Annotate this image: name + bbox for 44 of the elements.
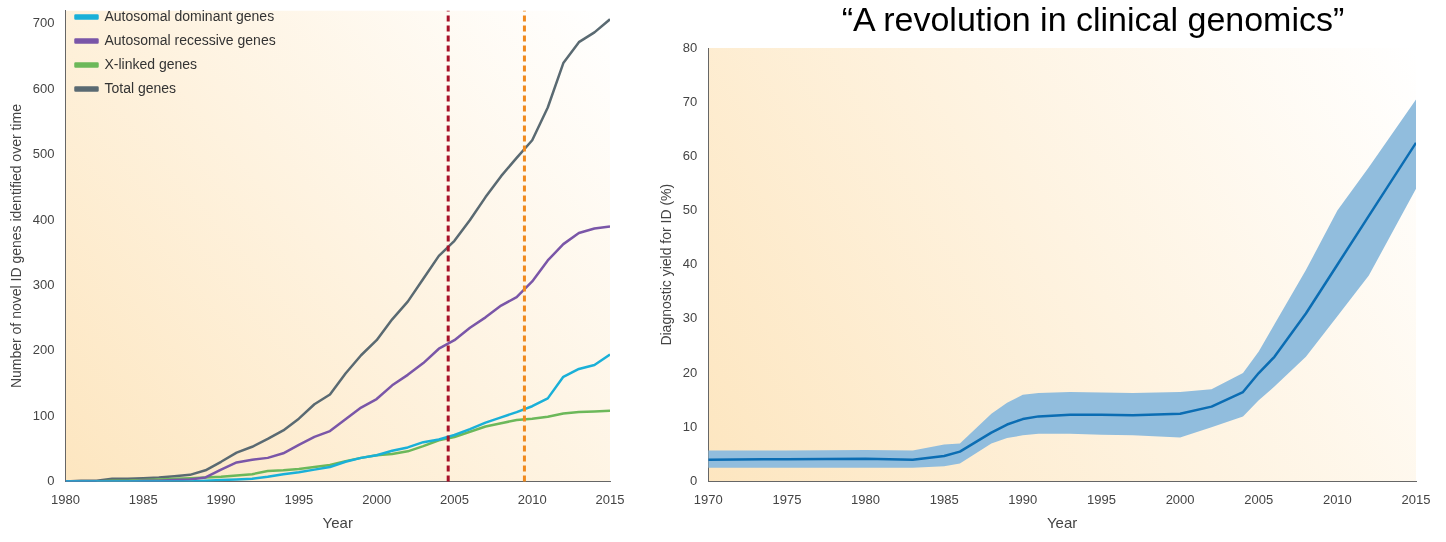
- x-tick-label: 2010: [1322, 491, 1352, 507]
- x-tick-label: 1975: [772, 491, 802, 507]
- y-tick-label: 80: [682, 39, 698, 55]
- x-tick-label: 1995: [284, 491, 314, 507]
- y-tick-label: 50: [682, 202, 698, 218]
- x-tick-label: 1970: [693, 491, 723, 507]
- x-tick-label: 2005: [439, 491, 469, 507]
- y-tick-label: 20: [682, 364, 698, 380]
- y-tick-label: 10: [682, 418, 698, 434]
- y-tick-label: 70: [682, 93, 698, 109]
- y-tick-label: 0: [47, 472, 55, 488]
- x-tick-label: 1985: [128, 491, 158, 507]
- x-tick-label: 2015: [595, 491, 625, 507]
- legend-label: X-linked genes: [104, 55, 198, 72]
- y-tick-label: 300: [32, 276, 55, 292]
- x-tick-label: 2005: [1244, 491, 1274, 507]
- x-tick-label: 1990: [206, 491, 236, 507]
- x-tick-label: 1995: [1086, 491, 1116, 507]
- x-tick-label: 2010: [517, 491, 547, 507]
- x-tick-label: 1990: [1008, 491, 1038, 507]
- legend-label: Autosomal dominant genes: [104, 7, 275, 24]
- y-tick-label: 40: [682, 256, 698, 272]
- y-axis-title: Diagnostic yield for ID (%): [658, 183, 675, 346]
- y-tick-label: 200: [32, 342, 55, 358]
- y-tick-label: 100: [32, 407, 55, 423]
- x-tick-label: 2000: [362, 491, 392, 507]
- x-tick-label: 2015: [1401, 491, 1431, 507]
- y-tick-label: 0: [690, 472, 698, 488]
- x-tick-label: 1985: [929, 491, 959, 507]
- legend-label: Total genes: [104, 79, 177, 96]
- x-axis-title: Year: [1046, 514, 1078, 532]
- y-tick-label: 60: [682, 147, 698, 163]
- legend-label: Autosomal recessive genes: [104, 31, 276, 48]
- y-axis-title: Number of novel ID genes identified over time: [8, 103, 25, 389]
- y-tick-label: 700: [32, 15, 55, 31]
- y-tick-label: 30: [682, 310, 698, 326]
- x-tick-label: 1980: [51, 491, 80, 507]
- chart-title: “A revolution in clinical genomics”: [840, 0, 1346, 39]
- x-axis-title: Year: [322, 514, 353, 532]
- y-tick-label: 600: [32, 80, 55, 96]
- x-tick-label: 1980: [851, 491, 880, 507]
- y-tick-label: 500: [32, 146, 55, 162]
- y-tick-label: 400: [32, 211, 55, 227]
- x-tick-label: 2000: [1165, 491, 1195, 507]
